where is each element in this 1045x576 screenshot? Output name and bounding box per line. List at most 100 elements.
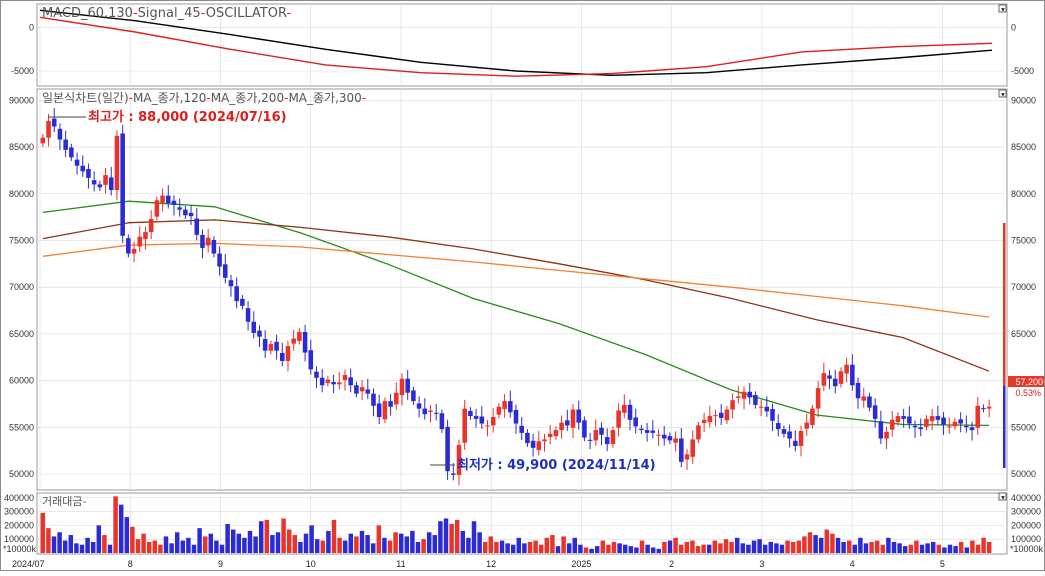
volume-corner-button[interactable] (998, 492, 1007, 501)
volume-bar (729, 541, 734, 553)
candle-body (416, 403, 422, 409)
volume-bar (561, 536, 566, 553)
volume-bar (897, 543, 902, 553)
x-axis-label: 10 (306, 559, 316, 569)
title-separator: - (286, 6, 291, 21)
volume-bar (886, 537, 891, 553)
volume-bar (180, 540, 186, 553)
ma200-line (42, 219, 990, 372)
candle-body (787, 431, 792, 439)
candle-body (165, 195, 171, 204)
volume-bar (958, 541, 964, 553)
candle-body (131, 248, 137, 254)
volume-bar (841, 541, 846, 553)
candle-body (331, 381, 336, 385)
price-tick-label-right: 90000 (1011, 95, 1036, 105)
volume-bar (869, 541, 874, 553)
x-axis-label: 11 (396, 559, 405, 569)
candle-body (451, 473, 456, 475)
candle-series-label: 일본식차트(일간) (42, 91, 129, 105)
volume-tick-label-left: 200000 (4, 520, 34, 530)
volume-bar (342, 540, 348, 553)
title-separator: - (82, 495, 86, 508)
candle-body (753, 395, 758, 405)
candle-body (582, 420, 587, 438)
candle-body (690, 439, 695, 457)
candle-body (382, 401, 388, 420)
candle-body (587, 439, 593, 441)
candle-body (302, 332, 308, 353)
volume-bar (370, 543, 376, 553)
candle-body (929, 416, 935, 422)
volume-unit-left: *10000k (3, 544, 37, 554)
candle-body (838, 371, 844, 384)
price-corner-button[interactable] (998, 89, 1007, 98)
volume-bar (684, 541, 690, 553)
price-range-bar-up (1003, 223, 1006, 386)
volume-bar (762, 544, 768, 553)
candle-body (867, 396, 872, 408)
current-price-value: 57,200 (1015, 377, 1043, 387)
volume-tick-label-left: 300000 (4, 507, 34, 517)
candle-body (964, 425, 969, 428)
volume-bar (270, 535, 275, 553)
volume-bar (673, 537, 678, 553)
volume-bar (466, 537, 471, 553)
volume-bar (712, 540, 718, 553)
candle-body (616, 410, 621, 428)
volume-bar (919, 544, 925, 553)
candle-body (183, 209, 188, 216)
candle-body (74, 159, 80, 166)
candle-body (222, 264, 228, 278)
candle-body (918, 427, 924, 430)
candle-body (371, 393, 376, 406)
volume-bar (90, 541, 96, 553)
candle-body (234, 286, 239, 302)
volume-bar (796, 540, 802, 553)
candle-body (496, 406, 502, 415)
candle-body (667, 436, 673, 441)
volume-bar (438, 521, 443, 553)
candle-body (684, 454, 690, 460)
x-axis-label: 8 (128, 559, 133, 569)
candle-body (291, 338, 296, 344)
volume-bar (757, 539, 762, 553)
candle-body (770, 409, 775, 421)
volume-bar (572, 537, 578, 553)
candlestick-series (40, 108, 992, 486)
volume-bar (589, 548, 594, 553)
candle-body (610, 430, 616, 445)
volume-bar (258, 521, 264, 553)
volume-bars (40, 496, 992, 553)
volume-bar (667, 540, 673, 553)
volume-bar (482, 541, 488, 553)
candle-body (399, 378, 405, 396)
candle-body (57, 128, 63, 140)
macd-corner-button[interactable] (998, 4, 1007, 13)
candle-body (815, 388, 821, 409)
volume-bar (566, 543, 572, 553)
candle-body (154, 200, 160, 217)
ma120-label: MA_종가,120 (133, 91, 206, 105)
candle-body (257, 330, 262, 337)
volume-bar (292, 535, 298, 553)
candle-body (411, 390, 416, 402)
volume-bar (387, 540, 393, 553)
candle-body (86, 168, 91, 178)
volume-bar (908, 544, 914, 553)
price-tick-label-right: 80000 (1011, 189, 1036, 199)
current-price-marker: 57,200 0.53% (1003, 223, 1044, 468)
candle-body (285, 346, 291, 361)
volume-bar (264, 519, 270, 553)
candle-body (428, 410, 433, 412)
candle-body (576, 409, 581, 423)
signal-line (39, 16, 993, 77)
candle-body (108, 177, 114, 191)
candle-body (986, 406, 992, 409)
volume-bar (555, 546, 561, 553)
volume-bar (930, 541, 936, 553)
candle-body (502, 401, 507, 410)
volume-bar (85, 537, 90, 553)
candle-body (673, 438, 678, 443)
